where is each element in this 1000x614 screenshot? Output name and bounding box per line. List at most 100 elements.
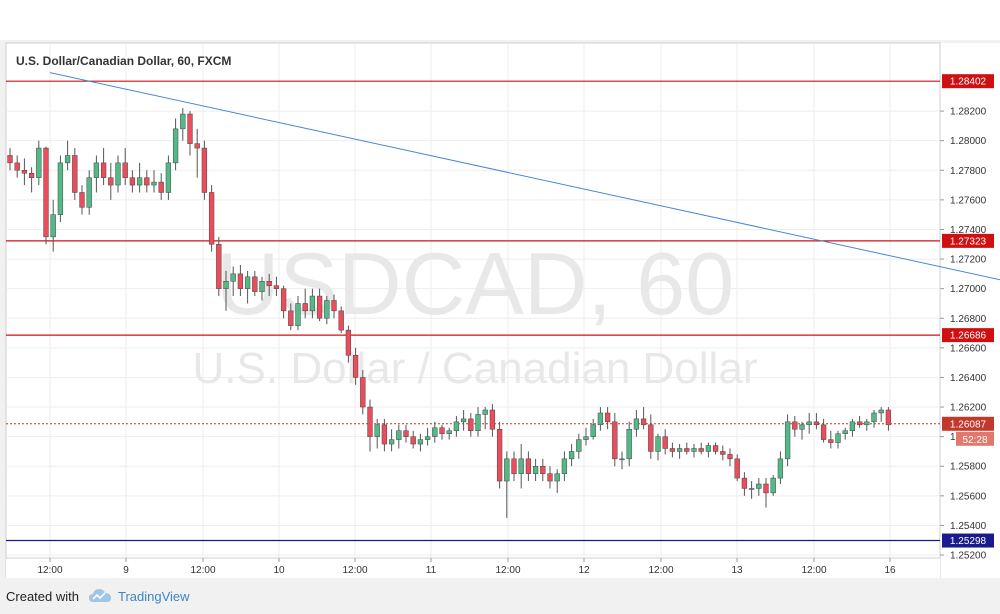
candle — [504, 451, 510, 519]
candle — [151, 170, 157, 193]
candle-body — [496, 429, 503, 482]
candle — [684, 442, 690, 455]
candle — [28, 167, 35, 193]
level-price-label: 1.28402 — [950, 77, 987, 88]
candle — [482, 407, 488, 430]
candle-body — [93, 162, 100, 178]
candle — [410, 430, 416, 449]
candle — [36, 140, 42, 186]
candle — [453, 415, 460, 437]
candle-body — [871, 412, 877, 423]
candle-body — [208, 192, 215, 245]
candle — [878, 407, 884, 422]
candle-body — [432, 427, 438, 437]
candle-body — [201, 147, 208, 193]
candle-body — [316, 295, 323, 319]
y-tick-label: 1.25200 — [950, 551, 987, 562]
candle — [532, 458, 539, 482]
candle — [230, 266, 236, 297]
candle-body — [367, 406, 373, 437]
candle — [180, 108, 186, 141]
candle-body — [381, 424, 388, 445]
candle — [259, 276, 265, 301]
candle — [115, 155, 121, 193]
y-tick-label: 1.25400 — [950, 521, 987, 532]
candle — [72, 148, 78, 200]
x-tick-label: 9 — [123, 565, 129, 576]
y-tick-label: 1.26800 — [950, 314, 987, 325]
candle — [770, 475, 776, 496]
candle — [568, 444, 575, 467]
candle — [396, 424, 402, 449]
candle-body — [720, 451, 726, 455]
tradingview-link[interactable]: TradingView — [118, 589, 190, 604]
candle-body — [180, 113, 186, 130]
candle — [129, 170, 136, 193]
level-price-tag — [942, 233, 994, 248]
price-labels: 1.28402 1.27323 1.26686 1.25298 1.26087 52:28 — [942, 74, 994, 548]
candle-body — [237, 273, 244, 289]
candle-body — [676, 448, 683, 452]
candle — [424, 427, 431, 446]
x-tick-label: 12:00 — [495, 565, 520, 576]
candle — [727, 448, 733, 467]
candle-body — [597, 412, 604, 426]
candle — [856, 415, 863, 428]
candle-body — [424, 436, 431, 440]
candle — [446, 427, 452, 440]
candle-body — [475, 414, 481, 431]
candle — [324, 296, 330, 325]
candle-body — [712, 445, 719, 452]
candle — [547, 466, 553, 489]
candle — [460, 410, 467, 431]
candle-body — [122, 162, 128, 178]
candle-body — [698, 448, 704, 452]
candle-body — [100, 162, 107, 178]
candle-body — [172, 128, 179, 164]
candle-body — [453, 421, 460, 431]
candle-body — [619, 458, 625, 461]
candle-body — [504, 458, 510, 482]
candle-body — [36, 147, 42, 178]
candle-body — [460, 418, 467, 423]
candle-body — [626, 429, 632, 460]
candle-body — [396, 430, 402, 440]
created-with-label: Created with — [6, 589, 79, 604]
candle-body — [108, 177, 114, 186]
candle — [288, 303, 294, 331]
candle-body — [561, 458, 568, 474]
trendline[interactable] — [49, 72, 1000, 302]
candle-body — [374, 424, 380, 437]
candle — [496, 421, 503, 489]
candle — [201, 140, 208, 200]
candle — [828, 430, 834, 449]
candle — [381, 418, 388, 452]
level-price-tag — [942, 74, 994, 89]
candle — [79, 185, 85, 215]
candle-body — [849, 421, 856, 431]
x-tick-label: 13 — [731, 565, 743, 576]
top-bar — [0, 0, 1000, 40]
candle — [100, 148, 107, 186]
candle-body — [583, 436, 589, 440]
candle — [280, 285, 287, 319]
candle — [331, 294, 337, 319]
candle — [144, 170, 150, 193]
candle — [374, 418, 380, 449]
candle-body — [79, 192, 85, 208]
candle-body — [777, 458, 784, 479]
candle — [741, 472, 748, 496]
watermark-line1: USDCAD, 60 — [216, 234, 734, 333]
candle-body — [532, 465, 539, 474]
price-chart[interactable]: USDCAD, 60 U.S. Dollar / Canadian Dollar… — [0, 40, 1000, 578]
x-tick-label: 12:00 — [342, 565, 367, 576]
candle — [655, 433, 661, 461]
candle-body — [338, 310, 344, 331]
candle — [813, 412, 820, 430]
level-price-tag — [942, 328, 994, 343]
candle — [432, 421, 438, 443]
tradingview-cloud-icon[interactable] — [88, 587, 112, 605]
level-price-label: 1.25298 — [950, 536, 987, 547]
candle — [626, 421, 632, 467]
candle-body — [784, 421, 791, 460]
